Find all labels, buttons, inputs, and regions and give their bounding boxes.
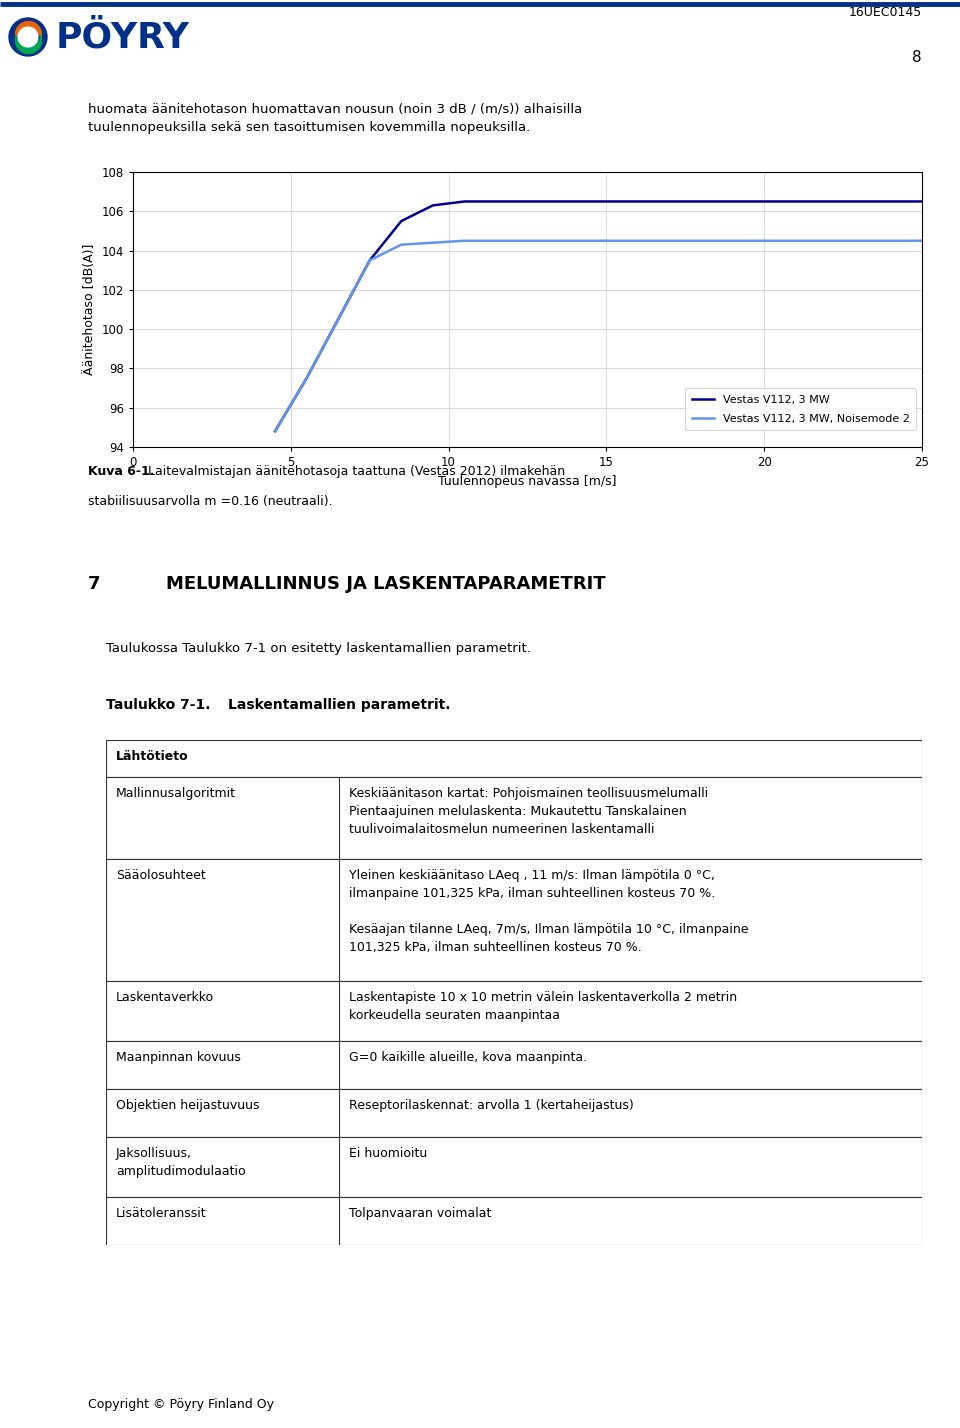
Text: stabiilisuusarvolla m =0.16 (neutraali).: stabiilisuusarvolla m =0.16 (neutraali). [88,496,332,508]
Text: Laskentaverkko: Laskentaverkko [116,991,214,1004]
Bar [106,740,922,777]
Text: 7: 7 [88,575,101,593]
Bar [106,860,922,981]
Circle shape [9,19,47,56]
Text: Taulukossa Taulukko 7-1 on esitetty laskentamallien parametrit.: Taulukossa Taulukko 7-1 on esitetty lask… [106,643,531,655]
Circle shape [18,27,37,47]
Text: Lähtötieto: Lähtötieto [116,750,188,763]
Y-axis label: Äänitehotaso [dB(A)]: Äänitehotaso [dB(A)] [84,244,96,376]
Text: MELUMALLINNUS JA LASKENTAPARAMETRIT: MELUMALLINNUS JA LASKENTAPARAMETRIT [166,575,606,593]
X-axis label: Tuulennopeus navassa [m/s]: Tuulennopeus navassa [m/s] [439,474,616,487]
Text: G=0 kaikille alueille, kova maanpinta.: G=0 kaikille alueille, kova maanpinta. [348,1051,587,1064]
Text: huomata äänitehotason huomattavan nousun (noin 3 dB / (m/s)) alhaisilla
tuulenno: huomata äänitehotason huomattavan nousun… [88,101,583,134]
Text: PÖYRY: PÖYRY [56,20,190,54]
Text: Copyright © Pöyry Finland Oy: Copyright © Pöyry Finland Oy [88,1398,274,1411]
Text: Keskiäänitason kartat: Pohjoismainen teollisuusmelumalli
Pientaajuinen melulaske: Keskiäänitason kartat: Pohjoismainen teo… [348,787,708,835]
Bar [106,1137,922,1197]
Bar [106,981,922,1041]
Text: 16UEC0145: 16UEC0145 [849,6,922,19]
Text: Yleinen keskiäänitaso LAeq , 11 m/s: Ilman lämpötila 0 °C,
ilmanpaine 101,325 kP: Yleinen keskiäänitaso LAeq , 11 m/s: Ilm… [348,870,748,954]
Bar [106,777,922,860]
Legend: Vestas V112, 3 MW, Vestas V112, 3 MW, Noisemode 2: Vestas V112, 3 MW, Vestas V112, 3 MW, No… [685,388,917,430]
Text: Sääolosuhteet: Sääolosuhteet [116,870,205,883]
Bar [106,1041,922,1090]
Text: Laskentamallien parametrit.: Laskentamallien parametrit. [228,698,450,713]
Text: Laskentapiste 10 x 10 metrin välein laskentaverkolla 2 metrin
korkeudella seurat: Laskentapiste 10 x 10 metrin välein lask… [348,991,736,1022]
Text: Taulukko 7-1.: Taulukko 7-1. [106,698,210,713]
Text: Mallinnusalgoritmit: Mallinnusalgoritmit [116,787,236,800]
Bar [106,1090,922,1137]
Text: Lisätoleranssit: Lisätoleranssit [116,1207,206,1220]
Text: Tolpanvaaran voimalat: Tolpanvaaran voimalat [348,1207,491,1220]
Bar [106,1197,922,1245]
Text: Jaksollisuus,
amplitudimodulaatio: Jaksollisuus, amplitudimodulaatio [116,1147,246,1178]
Text: Maanpinnan kovuus: Maanpinnan kovuus [116,1051,241,1064]
Text: Kuva 6-1.: Kuva 6-1. [88,466,155,478]
Text: 8: 8 [912,50,922,66]
Text: Objektien heijastuvuus: Objektien heijastuvuus [116,1100,259,1112]
Text: Ei huomioitu: Ei huomioitu [348,1147,427,1160]
Text: Reseptorilaskennat: arvolla 1 (kertaheijastus): Reseptorilaskennat: arvolla 1 (kertaheij… [348,1100,634,1112]
Text: Laitevalmistajan äänitehotasoja taattuna (Vestas 2012) ilmakehän: Laitevalmistajan äänitehotasoja taattuna… [148,466,565,478]
